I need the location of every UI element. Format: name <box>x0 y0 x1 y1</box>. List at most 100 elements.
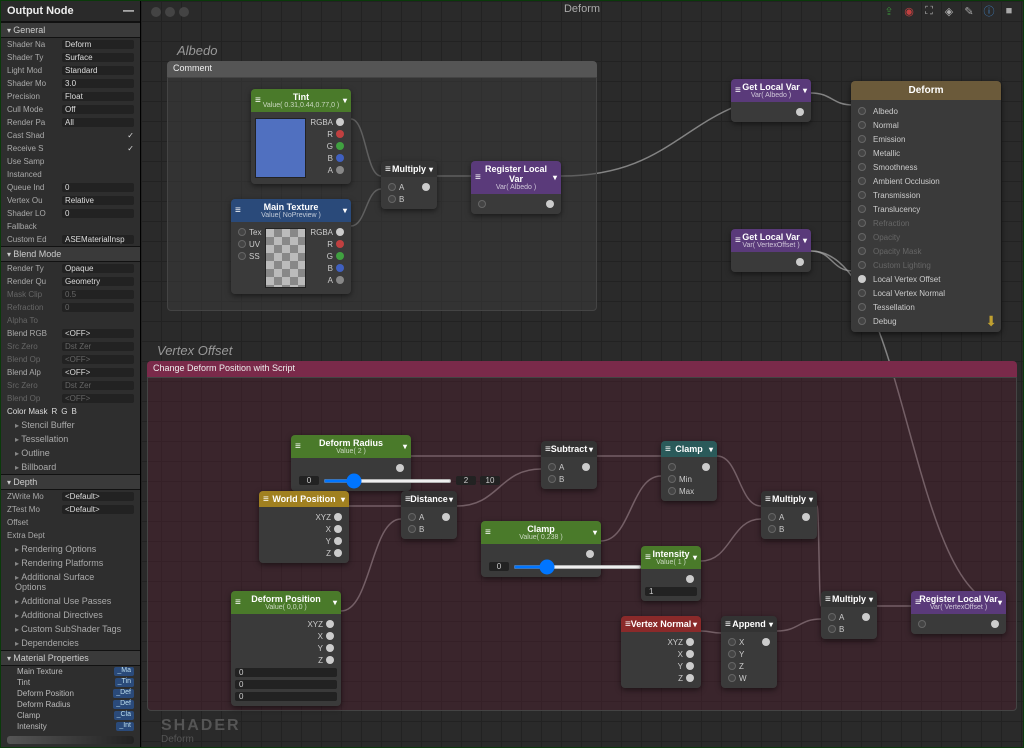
prop-cull-mode[interactable]: Cull ModeOff <box>1 103 140 116</box>
output-metallic[interactable]: Metallic <box>855 146 997 160</box>
prop-shader-mo[interactable]: Shader Mo3.0 <box>1 77 140 90</box>
output-local-vertex-normal[interactable]: Local Vertex Normal <box>855 286 997 300</box>
output-transmission[interactable]: Transmission <box>855 188 997 202</box>
prop-extra-dept[interactable]: Extra Dept <box>1 529 140 542</box>
prop-queue-ind[interactable]: Queue Ind0 <box>1 181 140 194</box>
output-tessellation[interactable]: Tessellation <box>855 300 997 314</box>
expand-icon[interactable]: ⛶ <box>921 3 937 19</box>
wand-icon[interactable]: ✎ <box>961 3 977 19</box>
node-regVO[interactable]: ≡Register Local VarVar( VertexOffset )▾ <box>911 591 1006 634</box>
output-local-vertex-offset[interactable]: Local Vertex Offset <box>855 272 997 286</box>
output-emission[interactable]: Emission <box>855 132 997 146</box>
node-worldPos[interactable]: ≡World Position▾XYZXYZ <box>259 491 349 563</box>
node-getAlbedo[interactable]: ≡Get Local VarVar( Albedo )▾ <box>731 79 811 122</box>
output-refraction[interactable]: Refraction <box>855 216 997 230</box>
node-vertexNormal[interactable]: ≡Vertex Normal▾XYZXYZ <box>621 616 701 688</box>
output-normal[interactable]: Normal <box>855 118 997 132</box>
prop-cast-shad[interactable]: Cast Shad✓ <box>1 129 140 142</box>
node-mult2[interactable]: ≡Multiply▾AB <box>761 491 817 539</box>
matprop-clamp[interactable]: Clamp_Cla <box>1 710 140 721</box>
prop-blend-rgb[interactable]: Blend RGB<OFF> <box>1 327 140 340</box>
prop-render-pa[interactable]: Render PaAll <box>1 116 140 129</box>
section-blend[interactable]: Blend Mode <box>1 246 140 262</box>
prop-src-zero[interactable]: Src ZeroDst Zer <box>1 379 140 392</box>
section-matprops[interactable]: Material Properties <box>1 650 140 666</box>
output-opacity[interactable]: Opacity <box>855 230 997 244</box>
output-opacity-mask[interactable]: Opacity Mask <box>855 244 997 258</box>
node-maintex[interactable]: ≡Main TextureValue( NoPreview )▾TexUVSSR… <box>231 199 351 294</box>
prop-custom-ed[interactable]: Custom EdASEMaterialInsp <box>1 233 140 246</box>
prop-shader-na[interactable]: Shader NaDeform <box>1 38 140 51</box>
group-albedo-bar[interactable]: Comment <box>167 61 597 77</box>
matprop-intensity[interactable]: Intensity_Int <box>1 721 140 732</box>
prop-zwrite-mo[interactable]: ZWrite Mo<Default> <box>1 490 140 503</box>
prop-precision[interactable]: PrecisionFloat <box>1 90 140 103</box>
prop-blend-op[interactable]: Blend Op<OFF> <box>1 392 140 405</box>
prop-receive-s[interactable]: Receive S✓ <box>1 142 140 155</box>
section-depth[interactable]: Depth <box>1 474 140 490</box>
section-custom-subshader-tags[interactable]: Custom SubShader Tags <box>1 622 140 636</box>
node-intensity[interactable]: ≡IntensityValue( 1 )▾1 <box>641 546 701 601</box>
section-billboard[interactable]: Billboard <box>1 460 140 474</box>
share-icon[interactable]: ⇪ <box>881 3 897 19</box>
prop-light-mod[interactable]: Light ModStandard <box>1 64 140 77</box>
section-general[interactable]: General <box>1 22 140 38</box>
section-additional-use-passes[interactable]: Additional Use Passes <box>1 594 140 608</box>
node-clamp[interactable]: ≡Clamp▾MinMax <box>661 441 717 501</box>
prop-shader-lo[interactable]: Shader LO0 <box>1 207 140 220</box>
section-dependencies[interactable]: Dependencies <box>1 636 140 650</box>
prop-alpha-to[interactable]: Alpha To <box>1 314 140 327</box>
output-node[interactable]: Deform AlbedoNormalEmissionMetallicSmoot… <box>851 81 1001 332</box>
scrollbar-hint[interactable] <box>7 736 134 744</box>
node-mult1[interactable]: ≡Multiply▾AB <box>381 161 437 209</box>
stop-icon[interactable]: ■ <box>1001 3 1017 19</box>
node-mult3[interactable]: ≡Multiply▾AB <box>821 591 877 639</box>
prop-ztest-mo[interactable]: ZTest Mo<Default> <box>1 503 140 516</box>
output-albedo[interactable]: Albedo <box>855 104 997 118</box>
prop-use-samp[interactable]: Use Samp <box>1 155 140 168</box>
prop-fallback[interactable]: Fallback <box>1 220 140 233</box>
camera-icon[interactable]: ◉ <box>901 3 917 19</box>
output-custom-lighting[interactable]: Custom Lighting <box>855 258 997 272</box>
section-rendering-platforms[interactable]: Rendering Platforms <box>1 556 140 570</box>
focus-icon[interactable]: ◈ <box>941 3 957 19</box>
section-stencil-buffer[interactable]: Stencil Buffer <box>1 418 140 432</box>
prop-render-ty[interactable]: Render TyOpaque <box>1 262 140 275</box>
matprop-deform-position[interactable]: Deform Position_Def <box>1 688 140 699</box>
prop-mask-clip[interactable]: Mask Clip0.5 <box>1 288 140 301</box>
output-debug[interactable]: Debug⬇ <box>855 314 997 328</box>
matprop-tint[interactable]: Tint_Tin <box>1 677 140 688</box>
node-getVO[interactable]: ≡Get Local VarVar( VertexOffset )▾ <box>731 229 811 272</box>
prop-refraction[interactable]: Refraction0 <box>1 301 140 314</box>
prop-vertex-ou[interactable]: Vertex OuRelative <box>1 194 140 207</box>
section-additional-surface-options[interactable]: Additional Surface Options <box>1 570 140 594</box>
info-icon[interactable]: ⓘ <box>981 3 997 19</box>
section-rendering-options[interactable]: Rendering Options <box>1 542 140 556</box>
section-additional-directives[interactable]: Additional Directives <box>1 608 140 622</box>
matprop-main-texture[interactable]: Main Texture_Ma <box>1 666 140 677</box>
section-outline[interactable]: Outline <box>1 446 140 460</box>
node-tint[interactable]: ≡TintValue( 0.31,0.44,0.77,0 )▾RGBARGBA <box>251 89 351 184</box>
matprop-deform-radius[interactable]: Deform Radius_Def <box>1 699 140 710</box>
node-canvas[interactable]: Deform ⇪ ◉ ⛶ ◈ ✎ ⓘ ■ Albedo Comment Vert… <box>141 1 1023 747</box>
output-ambient-occlusion[interactable]: Ambient Occlusion <box>855 174 997 188</box>
collapse-icon[interactable]: — <box>123 5 134 17</box>
prop-offset[interactable]: Offset <box>1 516 140 529</box>
prop-blend-op[interactable]: Blend Op<OFF> <box>1 353 140 366</box>
prop-render-qu[interactable]: Render QuGeometry <box>1 275 140 288</box>
section-tessellation[interactable]: Tessellation <box>1 432 140 446</box>
prop-instanced[interactable]: Instanced <box>1 168 140 181</box>
node-regAlbedo[interactable]: ≡Register Local VarVar( Albedo )▾ <box>471 161 561 214</box>
group-vertex-bar[interactable]: Change Deform Position with Script <box>147 361 1017 377</box>
node-distance[interactable]: ≡Distance▾AB <box>401 491 457 539</box>
node-append[interactable]: ≡Append▾XYZW <box>721 616 777 688</box>
node-deformRadius[interactable]: ≡Deform RadiusValue( 2 )▾0210 <box>291 435 411 491</box>
prop-shader-ty[interactable]: Shader TySurface <box>1 51 140 64</box>
node-clampParam[interactable]: ≡ClampValue( 0.238 )▾00.231 <box>481 521 601 577</box>
prop-src-zero[interactable]: Src ZeroDst Zer <box>1 340 140 353</box>
prop-blend-alp[interactable]: Blend Alp<OFF> <box>1 366 140 379</box>
node-deformPos[interactable]: ≡Deform PositionValue( 0,0,0 )▾XYZXYZ000 <box>231 591 341 706</box>
output-translucency[interactable]: Translucency <box>855 202 997 216</box>
node-subtract[interactable]: ≡Subtract▾AB <box>541 441 597 489</box>
output-smoothness[interactable]: Smoothness <box>855 160 997 174</box>
